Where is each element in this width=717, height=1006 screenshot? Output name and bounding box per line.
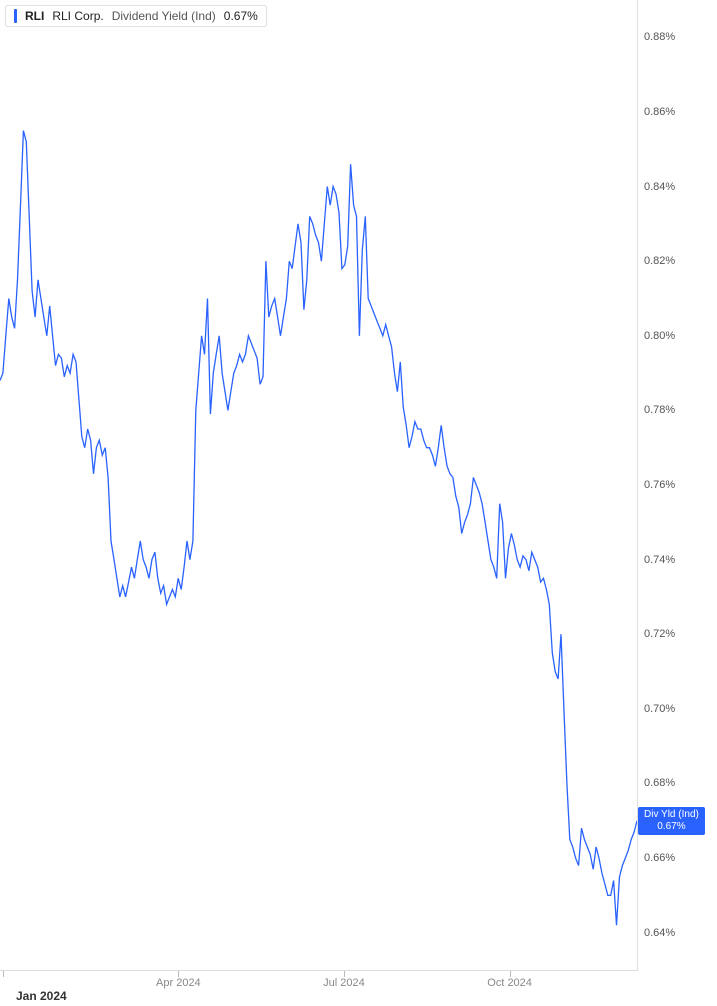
ticker-bar-icon bbox=[14, 9, 17, 23]
price-tag-value: 0.67% bbox=[644, 821, 699, 833]
y-axis-label: 0.86% bbox=[644, 106, 675, 118]
y-axis-label: 0.66% bbox=[644, 852, 675, 864]
y-axis-label: 0.76% bbox=[644, 479, 675, 491]
x-axis-label: Jul 2024 bbox=[323, 977, 365, 989]
chart-header: RLI RLI Corp. Dividend Yield (Ind) 0.67% bbox=[5, 5, 267, 27]
y-axis-label: 0.70% bbox=[644, 703, 675, 715]
y-axis-label: 0.64% bbox=[644, 927, 675, 939]
ticker-symbol: RLI bbox=[25, 9, 44, 23]
x-axis-main-label: Jan 2024 bbox=[16, 989, 67, 1003]
x-axis-label: Apr 2024 bbox=[156, 977, 201, 989]
metric-value: 0.67% bbox=[224, 9, 258, 23]
x-axis-label: Oct 2024 bbox=[487, 977, 532, 989]
chart-plot-area[interactable] bbox=[0, 0, 638, 971]
y-axis-label: 0.68% bbox=[644, 777, 675, 789]
y-axis-label: 0.84% bbox=[644, 181, 675, 193]
company-name: RLI Corp. bbox=[52, 9, 103, 23]
y-axis-label: 0.74% bbox=[644, 554, 675, 566]
y-axis-label: 0.80% bbox=[644, 330, 675, 342]
line-chart-svg bbox=[0, 0, 637, 970]
current-value-tag: Div Yld (Ind) 0.67% bbox=[638, 807, 705, 835]
y-axis-label: 0.88% bbox=[644, 31, 675, 43]
y-axis-label: 0.82% bbox=[644, 255, 675, 267]
y-axis-label: 0.72% bbox=[644, 628, 675, 640]
price-tag-label: Div Yld (Ind) bbox=[644, 809, 699, 821]
metric-name: Dividend Yield (Ind) bbox=[112, 9, 216, 23]
y-axis-label: 0.78% bbox=[644, 404, 675, 416]
x-axis: Jan 2024 Apr 2024 Jul 2024 Oct 2024 bbox=[0, 972, 637, 1006]
